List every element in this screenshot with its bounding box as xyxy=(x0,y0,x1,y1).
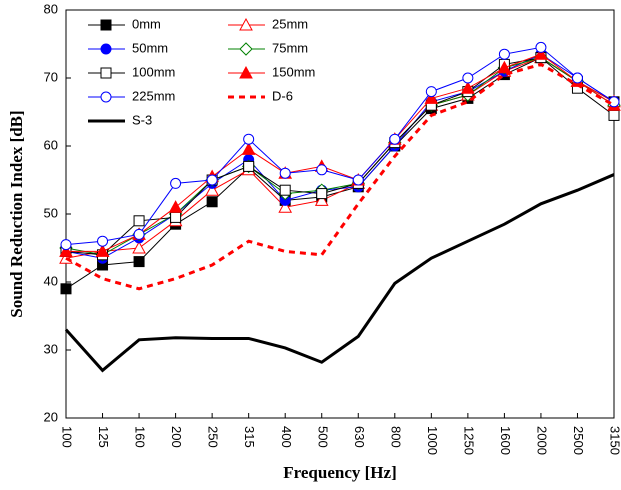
marker xyxy=(535,41,547,53)
marker xyxy=(100,19,112,31)
marker xyxy=(133,215,145,227)
marker xyxy=(497,60,512,74)
series-line xyxy=(65,46,615,246)
series-line xyxy=(65,57,615,256)
legend-label: 225mm xyxy=(132,88,175,103)
legend-label: S-3 xyxy=(132,112,152,127)
marker xyxy=(608,109,620,121)
marker xyxy=(239,65,253,79)
marker xyxy=(100,91,112,103)
marker xyxy=(97,235,109,247)
y-tick-label: 50 xyxy=(44,205,58,220)
marker xyxy=(170,177,182,189)
marker xyxy=(571,72,583,84)
marker xyxy=(352,174,364,186)
marker xyxy=(133,228,145,240)
marker xyxy=(60,283,72,295)
marker xyxy=(170,211,182,223)
legend-label: 75mm xyxy=(272,40,308,55)
marker xyxy=(461,81,475,94)
x-tick-label: 400 xyxy=(279,426,294,448)
series-line xyxy=(66,53,615,252)
marker xyxy=(316,188,328,200)
marker xyxy=(314,193,329,206)
series-line xyxy=(65,57,615,259)
x-tick-label: 3150 xyxy=(608,426,621,455)
legend-label: 50mm xyxy=(132,40,168,55)
legend-label: 25mm xyxy=(272,16,308,31)
x-tick-label: 250 xyxy=(206,426,221,448)
marker xyxy=(205,183,219,196)
x-tick-label: 200 xyxy=(169,426,184,448)
x-tick-label: 1250 xyxy=(461,426,476,455)
marker xyxy=(133,256,145,268)
marker xyxy=(206,196,218,208)
marker xyxy=(425,86,437,98)
y-tick-label: 20 xyxy=(44,409,58,424)
y-tick-label: 80 xyxy=(44,1,58,16)
marker xyxy=(243,133,255,145)
x-tick-label: 160 xyxy=(133,426,148,448)
series-line xyxy=(65,62,615,291)
x-tick-label: 800 xyxy=(388,426,403,448)
legend-label: 100mm xyxy=(132,64,175,79)
series-line xyxy=(64,173,615,373)
marker xyxy=(206,174,218,186)
marker xyxy=(424,91,439,104)
marker xyxy=(389,133,401,145)
x-tick-label: 100 xyxy=(60,426,75,448)
y-tick-label: 40 xyxy=(44,273,58,288)
x-tick-label: 500 xyxy=(315,426,330,448)
marker xyxy=(60,239,72,251)
marker xyxy=(279,184,291,196)
marker xyxy=(534,47,548,60)
x-axis-title: Frequency [Hz] xyxy=(283,463,396,482)
x-tick-label: 1000 xyxy=(425,426,440,455)
y-axis-title: Sound Reduction Index [dB] xyxy=(7,110,26,317)
marker xyxy=(243,160,255,172)
x-tick-label: 125 xyxy=(96,426,111,448)
legend-label: 0mm xyxy=(132,16,161,31)
x-tick-label: 1600 xyxy=(498,426,513,455)
x-tick-label: 2000 xyxy=(534,426,549,455)
series-line xyxy=(65,57,615,256)
marker xyxy=(168,200,183,213)
marker xyxy=(100,43,112,55)
y-tick-label: 30 xyxy=(44,341,58,356)
legend-label: 150mm xyxy=(272,64,315,79)
marker xyxy=(279,167,291,179)
marker xyxy=(132,240,146,254)
y-tick-label: 60 xyxy=(44,137,58,152)
x-tick-label: 315 xyxy=(242,426,257,448)
marker xyxy=(498,48,510,60)
y-tick-label: 70 xyxy=(44,69,58,84)
marker xyxy=(316,164,328,176)
marker xyxy=(241,142,256,155)
x-tick-label: 630 xyxy=(352,426,367,448)
x-tick-label: 2500 xyxy=(571,426,586,455)
marker xyxy=(239,42,253,56)
marker xyxy=(59,244,73,257)
marker xyxy=(239,17,253,31)
legend-label: D-6 xyxy=(272,88,293,103)
marker xyxy=(100,67,112,79)
marker xyxy=(95,244,110,257)
marker xyxy=(278,200,293,213)
marker xyxy=(462,72,474,84)
